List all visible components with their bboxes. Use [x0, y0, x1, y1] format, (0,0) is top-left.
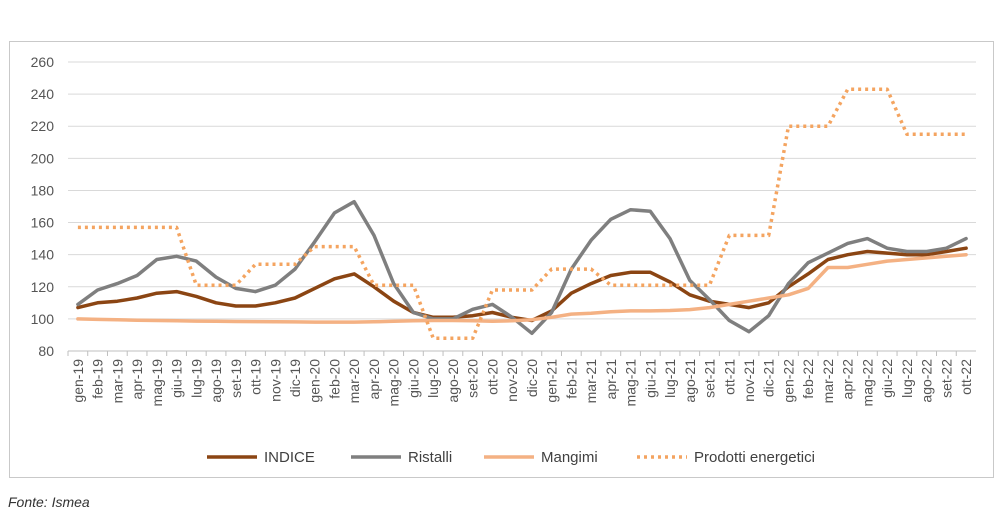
- y-tick-label: 260: [31, 54, 55, 70]
- x-tick-label: dic-20: [524, 359, 540, 397]
- x-tick-label: nov-19: [267, 359, 283, 402]
- y-tick-label: 120: [31, 279, 55, 295]
- series-line-indice: [76, 246, 968, 323]
- x-tick-label: ott-20: [484, 359, 500, 395]
- source-note: Fonte: Ismea: [8, 494, 90, 510]
- x-tick-label: giu-20: [405, 359, 421, 398]
- gridlines: [68, 61, 976, 352]
- x-tick-label: set-20: [465, 359, 481, 398]
- x-axis: gen-19 feb-19 mar-19 apr-19 mag-19 giu-19 lug-…: [67, 350, 976, 407]
- x-tick-label: mag-21: [623, 359, 639, 407]
- x-tick-label: feb-19: [90, 359, 106, 399]
- x-tick-label: set-22: [938, 359, 954, 398]
- x-tick-label: mar-22: [820, 359, 836, 404]
- x-tick-label: gen-19: [70, 359, 86, 403]
- y-tick-label: 140: [31, 247, 55, 263]
- x-tick-label: gen-22: [780, 359, 796, 403]
- y-tick-label: 80: [38, 343, 54, 359]
- legend-label: Ristalli: [408, 449, 452, 466]
- series-line-prodotti-energetici: [77, 87, 967, 340]
- x-tick-label: ott-21: [721, 359, 737, 395]
- x-tick-label: feb-22: [800, 359, 816, 399]
- series-lines: [76, 87, 968, 340]
- x-tick-label: mag-19: [149, 359, 165, 407]
- x-tick-label: dic-21: [761, 359, 777, 397]
- legend: INDICE Ristalli Mangimi Prodotti energetici: [207, 449, 815, 466]
- x-tick-label: mar-19: [109, 359, 125, 404]
- x-tick-label: giu-21: [642, 359, 658, 398]
- legend-label: INDICE: [264, 449, 315, 466]
- x-tick-label: set-19: [228, 359, 244, 398]
- x-tick-label: apr-19: [129, 359, 145, 400]
- legend-label: Mangimi: [541, 449, 598, 466]
- y-tick-label: 240: [31, 86, 55, 102]
- x-tick-label: feb-21: [563, 359, 579, 399]
- x-tick-label: ago-22: [919, 359, 935, 403]
- y-tick-label: 180: [31, 182, 55, 198]
- x-tick-label: feb-20: [326, 359, 342, 399]
- x-tick-label: ago-21: [682, 359, 698, 403]
- x-tick-label: gen-21: [544, 359, 560, 403]
- x-tick-label: giu-22: [879, 359, 895, 398]
- y-tick-label: 160: [31, 215, 55, 231]
- x-tick-label: apr-20: [366, 359, 382, 400]
- legend-label: Prodotti energetici: [694, 449, 815, 466]
- chart-frame: 80 100 120 140 160 180 200 220 240 260 gen-19 feb-…: [9, 41, 994, 478]
- y-tick-label: 220: [31, 118, 55, 134]
- x-tick-label: dic-19: [287, 359, 303, 397]
- x-tick-label: mar-21: [583, 359, 599, 404]
- x-tick-label: lug-20: [425, 359, 441, 398]
- x-tick-label: apr-21: [603, 359, 619, 400]
- series-line-ristalli: [76, 199, 968, 336]
- x-tick-label: mag-22: [859, 359, 875, 407]
- x-tick-label: set-21: [702, 359, 718, 398]
- x-tick-label: ott-22: [958, 359, 974, 395]
- y-tick-label: 100: [31, 311, 55, 327]
- y-tick-label: 200: [31, 150, 55, 166]
- x-tick-label: nov-20: [504, 359, 520, 402]
- series-line-mangimi: [76, 252, 968, 324]
- x-tick-label: lug-19: [188, 359, 204, 398]
- x-tick-label: giu-19: [169, 359, 185, 398]
- x-tick-label: lug-22: [899, 359, 915, 398]
- x-tick-label: gen-20: [307, 359, 323, 403]
- x-tick-label: apr-22: [840, 359, 856, 400]
- y-axis: 80 100 120 140 160 180 200 220 240 260: [31, 54, 55, 359]
- x-tick-label: ago-19: [208, 359, 224, 403]
- x-tick-label: mag-20: [386, 359, 402, 407]
- x-tick-label: nov-21: [741, 359, 757, 402]
- x-tick-label: ago-20: [445, 359, 461, 403]
- x-tick-label: ott-19: [248, 359, 264, 395]
- x-tick-label: mar-20: [346, 359, 362, 404]
- x-tick-label: lug-21: [662, 359, 678, 398]
